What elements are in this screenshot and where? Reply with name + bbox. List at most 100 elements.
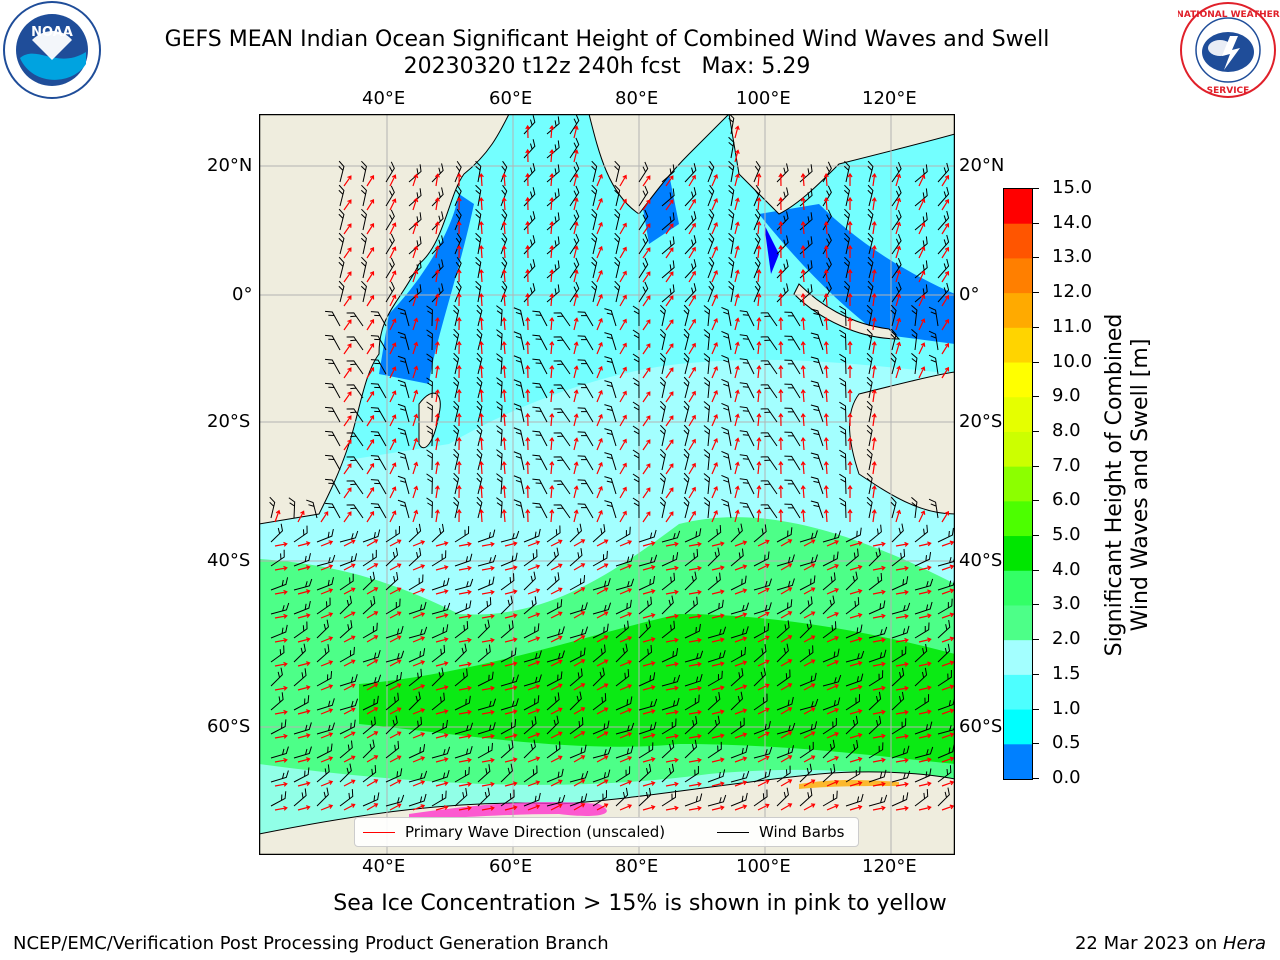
wave-arrow xyxy=(412,509,419,523)
wave-arrow xyxy=(596,635,609,643)
wave-arrow xyxy=(803,683,816,691)
wave-arrow xyxy=(596,611,609,619)
wave-arrow xyxy=(343,635,356,643)
wind-barb xyxy=(684,528,702,543)
wave-arrow xyxy=(688,589,702,595)
wave-arrow xyxy=(434,485,440,499)
wave-arrow xyxy=(895,317,902,331)
lon-tick-top-80e: 80°E xyxy=(615,88,659,109)
wave-arrow xyxy=(596,707,609,715)
wind-barb xyxy=(339,620,353,639)
colorbar xyxy=(1003,188,1033,780)
wave-arrow xyxy=(757,563,770,571)
wind-barb xyxy=(385,794,405,807)
wave-arrow xyxy=(504,733,518,739)
wind-barb xyxy=(784,335,801,351)
colorbar-tick-mark xyxy=(1033,535,1039,537)
wind-barb xyxy=(500,763,513,783)
wind-barb xyxy=(546,626,565,639)
wind-barb xyxy=(408,744,426,759)
wind-barb xyxy=(661,188,675,207)
wave-arrow xyxy=(847,316,853,331)
wind-barb xyxy=(408,691,421,711)
wind-barb xyxy=(866,304,873,327)
wind-barb xyxy=(866,328,873,351)
wave-arrow xyxy=(501,364,507,379)
wave-arrow xyxy=(756,172,762,187)
wave-arrow xyxy=(478,268,484,283)
wave-arrow xyxy=(711,438,719,451)
wave-arrow xyxy=(847,244,853,259)
legend-wave-swatch xyxy=(363,831,395,833)
wave-arrow xyxy=(872,541,886,547)
wave-arrow xyxy=(756,484,762,499)
wave-arrow xyxy=(826,731,839,739)
wave-arrow xyxy=(481,685,495,691)
wave-arrow xyxy=(642,367,651,379)
wind-barb xyxy=(776,620,790,639)
wind-barb xyxy=(799,645,814,663)
wave-arrow xyxy=(642,661,656,667)
wave-arrow xyxy=(826,611,839,619)
wind-barb xyxy=(638,763,652,783)
wave-arrow xyxy=(757,707,770,715)
wave-arrow xyxy=(434,197,440,211)
wave-arrow xyxy=(872,589,886,595)
wind-barb xyxy=(911,353,918,375)
wave-arrow xyxy=(734,413,740,427)
wind-barb xyxy=(891,745,910,759)
wind-barb xyxy=(577,311,594,327)
wave-arrow xyxy=(525,508,531,523)
wind-barb xyxy=(914,789,929,807)
wave-arrow xyxy=(871,365,877,379)
wave-arrow xyxy=(849,684,863,691)
wind-barb xyxy=(270,692,284,711)
wind-barb xyxy=(683,424,690,447)
wind-barb xyxy=(325,382,341,399)
wave-arrow xyxy=(642,487,651,499)
wind-barb xyxy=(661,595,674,615)
wave-arrow xyxy=(481,781,495,787)
wave-arrow xyxy=(343,247,352,259)
wave-arrow xyxy=(274,709,288,715)
colorbar-tick-mark xyxy=(1033,673,1039,675)
wind-barb xyxy=(385,692,399,711)
wave-arrow xyxy=(320,588,334,595)
wind-barb xyxy=(776,765,791,783)
wave-arrow xyxy=(642,223,651,235)
wind-barb xyxy=(453,472,460,495)
wind-barb xyxy=(408,601,427,615)
wave-arrow xyxy=(619,222,627,235)
wind-barb xyxy=(799,596,813,615)
wave-arrow xyxy=(688,709,702,715)
wave-arrow xyxy=(642,805,656,811)
wave-arrow xyxy=(366,611,379,619)
wave-arrow xyxy=(549,436,555,451)
wave-arrow xyxy=(756,364,762,379)
wind-barb xyxy=(659,472,666,495)
wind-barb xyxy=(397,451,410,471)
wind-barb xyxy=(604,380,617,399)
wind-barb xyxy=(721,354,732,375)
wave-arrow xyxy=(780,803,793,811)
wave-arrow xyxy=(895,269,902,283)
wave-arrow xyxy=(734,317,740,331)
wave-arrow xyxy=(895,365,902,379)
wave-arrow xyxy=(412,293,419,307)
lat-tick-left-0: 0° xyxy=(232,284,253,305)
wave-arrow xyxy=(549,412,555,427)
wind-barb xyxy=(659,352,666,375)
wave-arrow xyxy=(757,539,770,547)
wind-barb xyxy=(592,524,606,543)
wind-barb xyxy=(604,404,617,423)
wind-barb xyxy=(325,454,341,471)
wind-barb xyxy=(454,578,474,591)
wind-barb xyxy=(431,283,444,303)
wave-arrow xyxy=(456,388,462,403)
wave-arrow xyxy=(343,683,356,691)
wind-barb xyxy=(822,648,840,663)
wave-arrow xyxy=(642,391,651,403)
wave-arrow xyxy=(665,343,674,355)
wind-barb xyxy=(346,432,364,447)
wind-barb xyxy=(532,310,548,327)
